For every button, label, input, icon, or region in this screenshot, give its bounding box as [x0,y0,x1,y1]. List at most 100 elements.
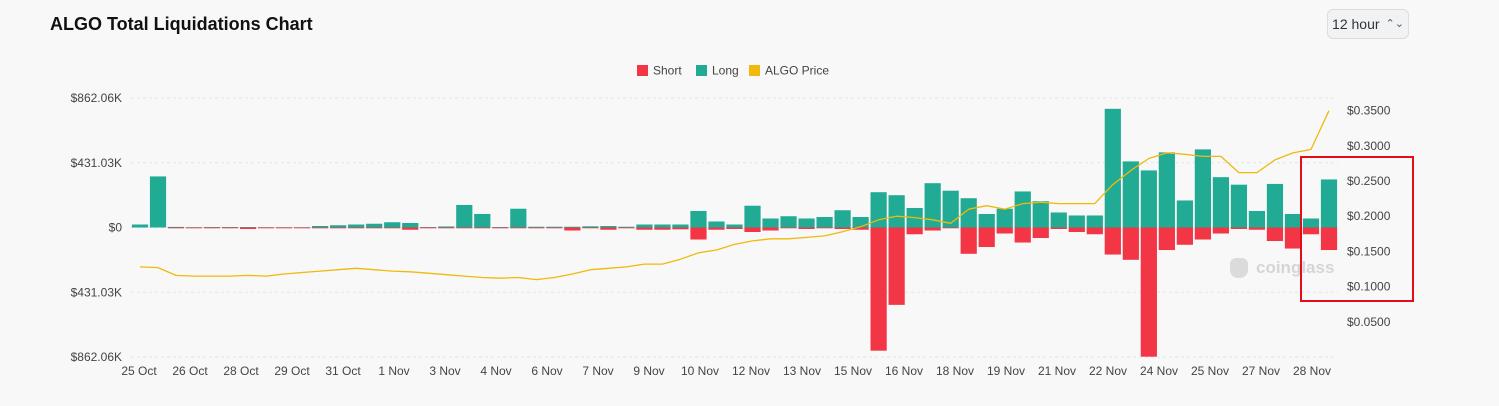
short-bar [582,227,599,229]
legend-label: ALGO Price [765,64,829,78]
long-bar [654,224,671,228]
short-bar [1176,227,1193,245]
short-bar [1050,227,1067,230]
right-axis-tick-label: $0.1500 [1347,244,1391,258]
short-bar [312,227,329,229]
short-bar [348,227,365,229]
highlight-box [1300,156,1414,302]
coinglass-logo-icon [1230,258,1248,278]
short-bar [960,227,977,254]
x-axis-tick-label: 13 Nov [783,364,821,378]
short-bar [1122,227,1139,260]
long-bar [1086,215,1103,228]
x-axis-tick-label: 3 Nov [429,364,460,378]
x-axis-tick-label: 18 Nov [936,364,974,378]
x-axis-tick-label: 7 Nov [582,364,613,378]
interval-select[interactable]: 12 hour ⌃⌄ [1327,9,1409,39]
long-bar [492,227,509,228]
long-bar [221,227,239,228]
short-bar [239,227,257,230]
short-bar [636,227,653,230]
x-axis-tick-label: 29 Oct [274,364,310,378]
short-bar [1014,227,1031,243]
short-bar [996,227,1013,234]
long-bar [1176,200,1193,228]
x-axis-tick-label: 1 Nov [378,364,409,378]
long-bar [798,218,815,228]
short-bar [1320,227,1338,251]
long-bar [924,183,941,228]
long-bar [149,176,167,228]
left-axis-tick-label: $862.06K [71,350,122,364]
left-axis-tick-label: $431.03K [71,285,122,299]
long-bar [203,227,221,228]
short-bar [1230,227,1248,230]
long-bar [456,204,473,228]
long-bar [1194,149,1211,228]
short-bar [762,227,779,231]
short-bar [654,227,671,230]
short-bar [1212,227,1230,234]
left-axis-tick-label: $0 [109,221,123,235]
long-bar [1140,170,1157,228]
long-bar [978,213,995,228]
short-bar [834,227,851,230]
long-bar [618,226,635,228]
long-bar [816,216,833,228]
short-bar [330,227,347,229]
long-bar [636,224,653,228]
long-bar [1320,179,1338,228]
legend-label: Short [653,64,682,78]
left-axis-tick-label: $431.03K [71,156,122,170]
short-bar [744,227,761,233]
x-axis-tick-label: 31 Oct [325,364,361,378]
long-bar [239,227,257,228]
long-bar [1050,212,1067,228]
right-axis-tick-label: $0.3000 [1347,139,1391,153]
x-axis-tick-label: 15 Nov [834,364,872,378]
short-bar [1068,227,1085,233]
x-axis-tick-label: 24 Nov [1140,364,1178,378]
long-bar [438,226,455,228]
long-bar [384,222,401,228]
short-bar [384,227,401,229]
price-line [139,110,1330,281]
short-bar [203,227,221,229]
short-bar [510,227,527,229]
short-bar [672,227,689,230]
long-bar [834,210,851,228]
short-bar [474,227,491,229]
short-bar [708,227,725,230]
legend-swatch [696,65,707,76]
long-bar [366,223,383,228]
x-axis-tick-label: 26 Oct [172,364,208,378]
long-bar [600,225,617,228]
long-bar [510,208,527,228]
long-bar [1230,184,1248,228]
long-bar [1032,201,1049,228]
short-bar [1194,227,1211,240]
short-bar [294,227,311,229]
x-axis-tick-label: 6 Nov [531,364,562,378]
long-bar [1014,191,1031,228]
short-bar [1266,227,1284,242]
short-bar [852,227,869,230]
short-bar [276,227,293,229]
short-bar [1032,227,1049,239]
short-bar [726,227,743,230]
long-bar [672,224,689,228]
short-bar [258,227,275,229]
short-bar [600,227,617,230]
x-axis-tick-label: 25 Nov [1191,364,1229,378]
short-bar [438,227,455,229]
long-bar [1104,108,1121,228]
chevron-up-down-icon: ⌃⌄ [1385,17,1404,30]
short-bar [528,227,545,229]
long-bar [888,195,905,228]
legend-swatch [637,65,648,76]
short-bar [870,227,887,351]
long-bar [1302,218,1320,228]
long-bar [690,210,707,228]
right-axis-tick-label: $0.3500 [1347,104,1391,118]
x-axis-tick-label: 16 Nov [885,364,923,378]
